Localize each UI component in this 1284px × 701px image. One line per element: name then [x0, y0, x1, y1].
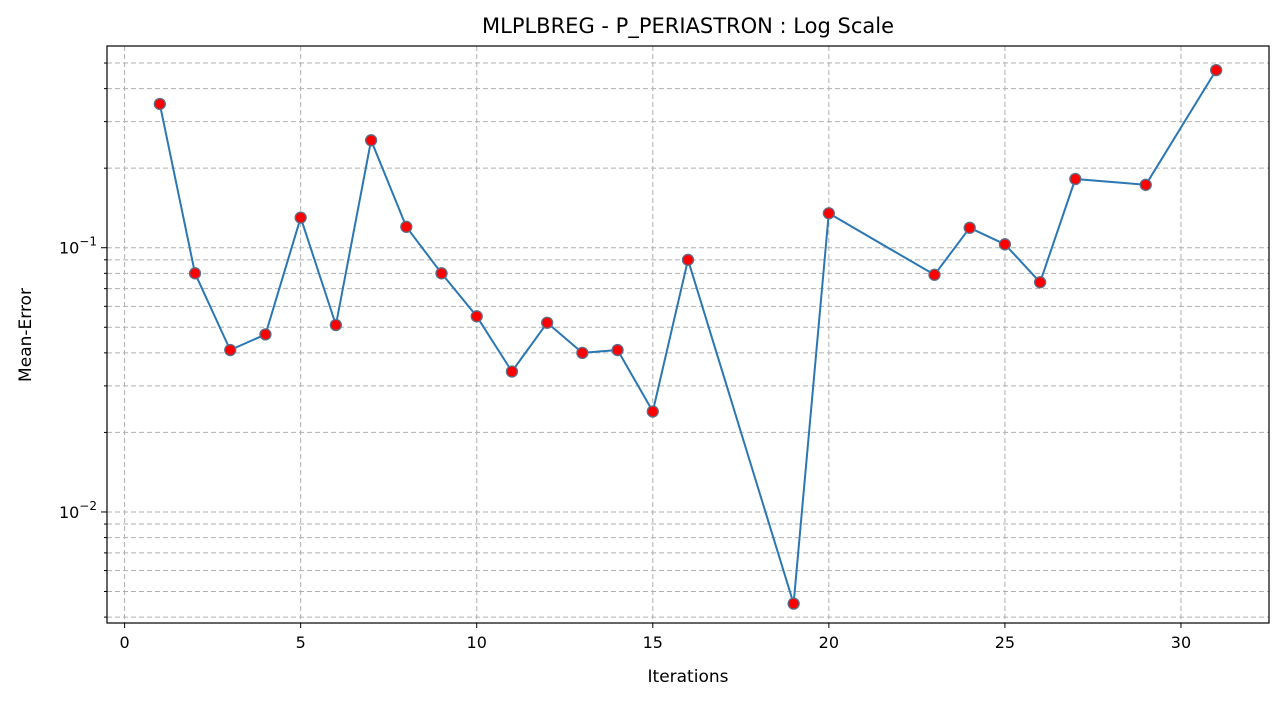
y-tick-exponent: −1 [79, 235, 97, 249]
data-point [294, 211, 307, 224]
data-point [435, 267, 448, 280]
chart-title: MLPLBREG - P_PERIASTRON : Log Scale [482, 14, 894, 39]
data-point [1139, 178, 1152, 191]
grid-layer [107, 46, 1269, 623]
x-tick-label: 20 [819, 633, 839, 652]
data-point [1210, 63, 1223, 77]
data-point [153, 97, 166, 111]
data-point [928, 268, 941, 281]
data-point [998, 238, 1012, 251]
y-tick-base: 10 [59, 503, 79, 522]
data-point [329, 318, 343, 332]
y-tick-label: 10−2 [59, 499, 97, 522]
x-tick-label: 30 [1171, 633, 1191, 652]
data-point [400, 220, 413, 233]
x-tick-label: 10 [467, 633, 487, 652]
x-tick-label: 15 [643, 633, 663, 652]
data-point [541, 316, 554, 329]
y-tick-base: 10 [59, 239, 79, 258]
x-tick-label: 0 [120, 633, 130, 652]
data-point [1033, 276, 1047, 289]
data-point [963, 221, 976, 234]
data-point [1069, 172, 1082, 186]
data-point [188, 267, 202, 280]
data-point [576, 346, 589, 360]
x-tick-label: 5 [296, 633, 306, 652]
series-layer [153, 63, 1223, 610]
data-point [681, 253, 695, 266]
y-tick-exponent: −2 [79, 499, 97, 513]
data-point [259, 328, 272, 341]
data-point [611, 343, 624, 357]
data-point [364, 134, 378, 147]
data-point [646, 405, 659, 418]
y-tick-label: 10−1 [59, 235, 97, 258]
x-axis-label: Iterations [648, 667, 729, 687]
y-axis-label: Mean-Error [16, 288, 36, 382]
x-tick-label: 25 [995, 633, 1015, 652]
data-point [505, 365, 519, 378]
data-point [470, 310, 483, 323]
data-point [224, 343, 237, 357]
plot-frame [106, 45, 1270, 624]
data-point [787, 597, 800, 610]
data-point [822, 207, 835, 220]
